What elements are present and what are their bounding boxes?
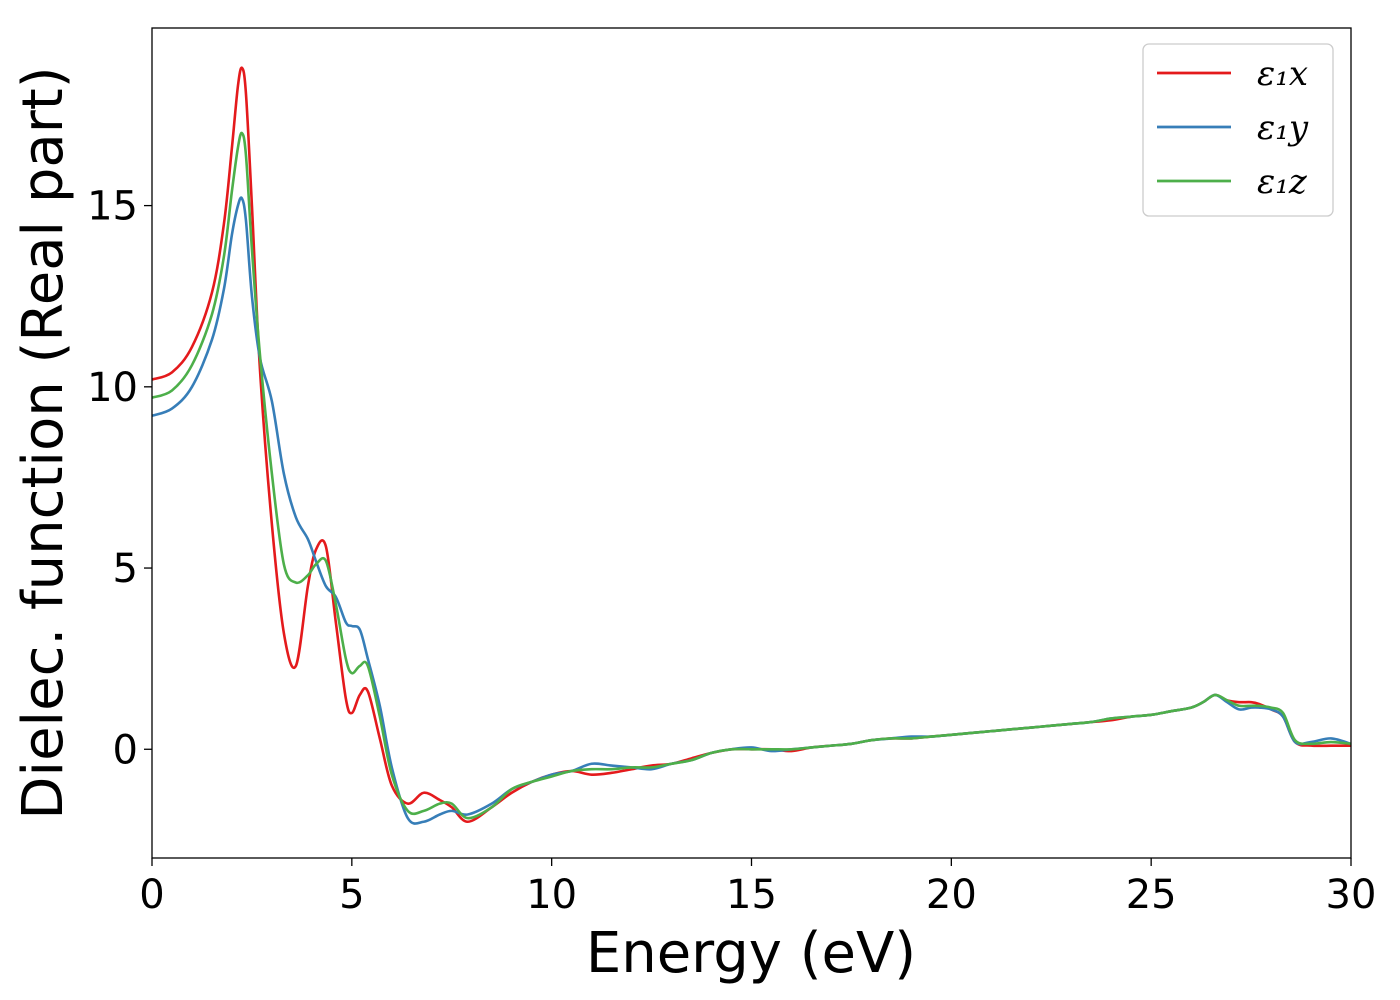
series-layer [151, 66, 1352, 825]
x-axis-ticks: 0 5 10 15 20 25 30 [139, 858, 1376, 918]
legend: ε₁x ε₁y ε₁z [1142, 43, 1334, 217]
legend-label-2: ε₁y [1257, 108, 1309, 148]
y-tick-label: 0 [113, 727, 138, 773]
y-tick-label: 10 [87, 365, 138, 411]
y-axis-title: Dielec. function (Real part) [11, 66, 76, 819]
x-tick-label: 0 [139, 872, 164, 918]
y-axis-ticks: 0 5 10 15 [87, 184, 152, 773]
x-axis-title: Energy (eV) [586, 921, 916, 986]
x-tick-label: 20 [926, 872, 977, 918]
series-line-3 [151, 131, 1352, 820]
legend-box [1142, 43, 1334, 217]
x-tick-label: 30 [1326, 872, 1377, 918]
x-tick-label: 25 [1126, 872, 1177, 918]
legend-label-3: ε₁z [1257, 162, 1308, 202]
legend-label-1: ε₁x [1257, 54, 1308, 94]
x-tick-label: 10 [526, 872, 577, 918]
x-tick-label: 15 [726, 872, 777, 918]
x-tick-label: 5 [339, 872, 364, 918]
y-tick-label: 5 [113, 546, 138, 592]
y-tick-label: 15 [87, 184, 138, 230]
